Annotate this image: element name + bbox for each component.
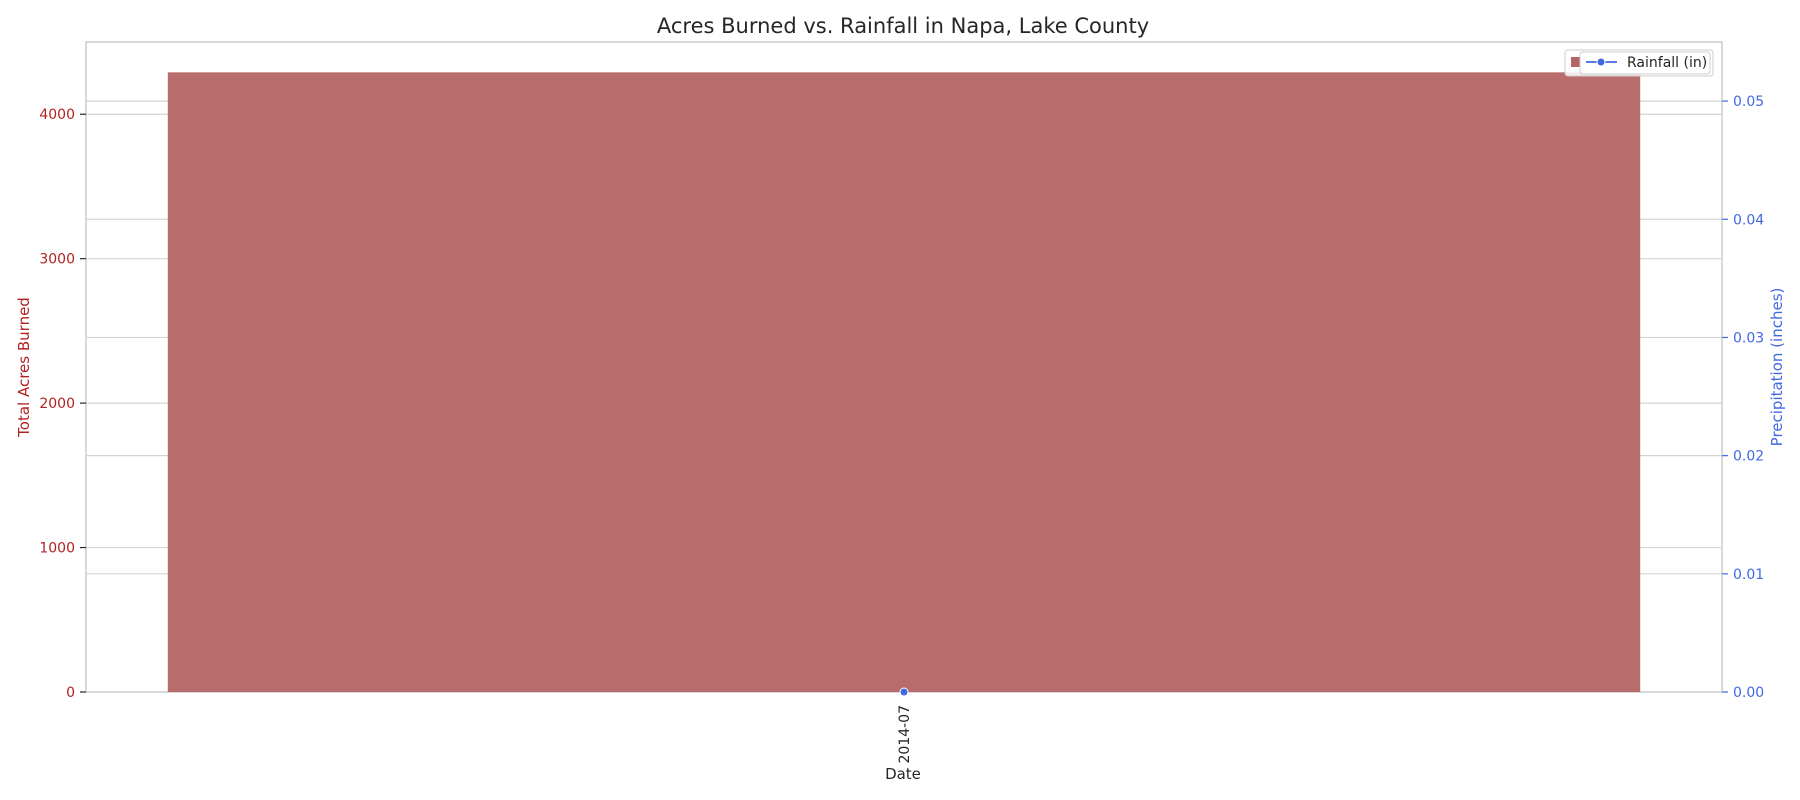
bar: [167, 72, 1641, 693]
left-tick-label: 1000: [39, 541, 75, 557]
left-tick-label: 0: [66, 685, 75, 701]
legend: Rainfall (in): [1564, 49, 1714, 77]
bars: [167, 72, 1641, 693]
left-axis-title: Total Acres Burned: [15, 297, 33, 438]
right-tick-label: 0.00: [1733, 685, 1764, 701]
x-axis-title: Date: [885, 765, 921, 783]
right-tick-label: 0.02: [1733, 449, 1764, 465]
legend-bar-swatch: [1571, 57, 1581, 67]
left-tick-label: 4000: [39, 107, 75, 123]
legend-line-marker: [1596, 57, 1606, 67]
x-tick-label: 2014-07: [897, 705, 913, 764]
x-axis-ticks: 2014-07: [897, 705, 913, 764]
legend-line-frame: [1579, 51, 1711, 75]
left-tick-label: 2000: [39, 396, 75, 412]
right-tick-label: 0.01: [1733, 567, 1764, 583]
right-tick-label: 0.05: [1733, 94, 1764, 110]
left-axis-ticks: 0 1000 2000 3000 4000: [39, 107, 86, 701]
right-axis-ticks: 0.00 0.01 0.02 0.03 0.04 0.05: [1722, 94, 1764, 701]
rainfall-series: [899, 687, 909, 697]
right-axis-title: Precipitation (inches): [1768, 288, 1786, 447]
legend-line-label: Rainfall (in): [1627, 55, 1707, 71]
right-tick-label: 0.04: [1733, 212, 1764, 228]
right-tick-label: 0.03: [1733, 330, 1764, 346]
chart-title: Acres Burned vs. Rainfall in Napa, Lake …: [657, 14, 1149, 38]
left-tick-label: 3000: [39, 252, 75, 268]
rainfall-point: [899, 687, 909, 697]
